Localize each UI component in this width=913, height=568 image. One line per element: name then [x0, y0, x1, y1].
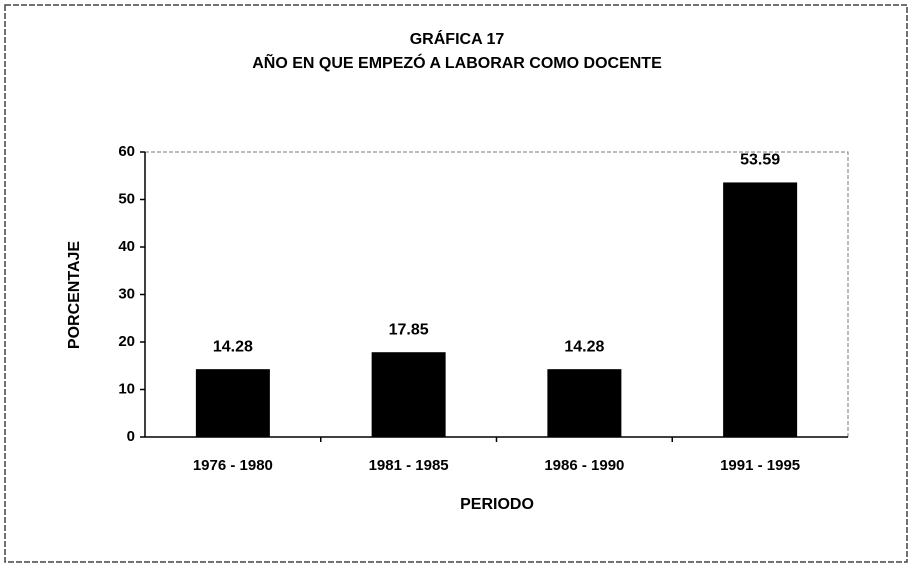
y-axis-title: PORCENTAJE: [66, 241, 83, 349]
y-tick-label: 10: [118, 380, 135, 397]
chart-title: GRÁFICA 17: [410, 29, 505, 48]
x-axis-title: PERIODO: [460, 496, 534, 513]
bar: [371, 352, 446, 437]
value-label: 17.85: [389, 321, 429, 338]
bar: [195, 369, 270, 437]
x-tick-label: 1991 - 1995: [720, 457, 800, 474]
y-tick-label: 20: [118, 333, 135, 350]
x-tick-label: 1981 - 1985: [369, 457, 449, 474]
x-tick-label: 1976 - 1980: [193, 457, 273, 474]
value-label: 14.28: [564, 338, 604, 355]
value-label: 14.28: [213, 338, 253, 355]
bar: [547, 369, 622, 437]
chart-border: [4, 4, 908, 563]
y-tick-label: 50: [118, 190, 135, 207]
x-tick-label: 1986 - 1990: [544, 457, 624, 474]
value-label: 53.59: [740, 152, 780, 169]
y-tick-label: 60: [118, 143, 135, 160]
y-tick-label: 30: [118, 285, 135, 302]
bar: [723, 182, 798, 437]
y-tick-label: 40: [118, 238, 135, 255]
y-tick-label: 0: [127, 428, 135, 445]
chart-subtitle: AÑO EN QUE EMPEZÓ A LABORAR COMO DOCENTE: [252, 52, 662, 72]
